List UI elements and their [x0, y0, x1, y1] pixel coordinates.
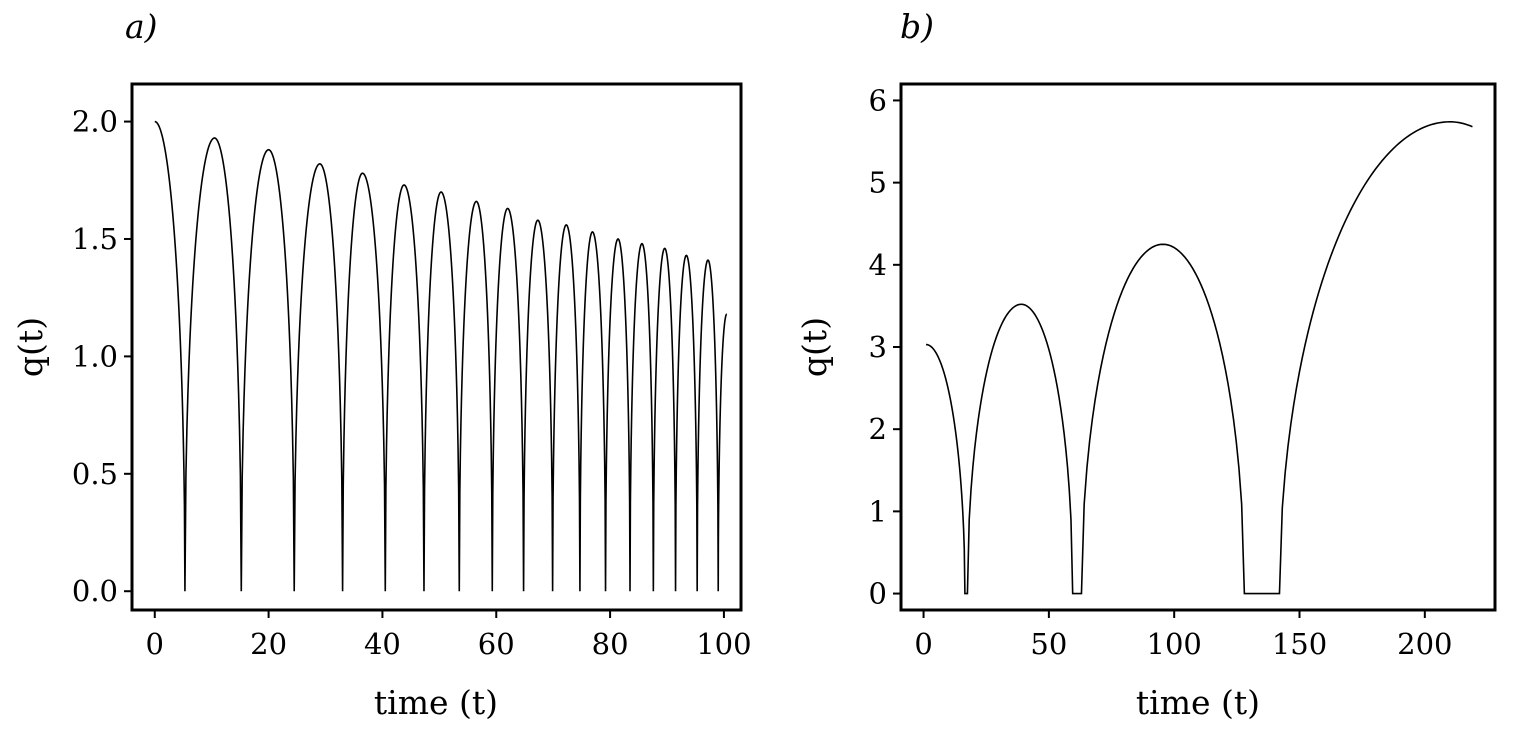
panel-b-x-tick-label: 50 [1030, 627, 1067, 661]
panel-a-y-tick-label: 1.0 [72, 339, 118, 373]
panel-b-label: b) [900, 7, 934, 46]
panel-a: a) 0 20 40 60 80 100 0.0 0.5 1.0 1.5 2.0 time (t)… [11, 7, 752, 722]
panel-a-y-axis: 0.0 0.5 1.0 1.5 2.0 [72, 105, 132, 608]
panel-a-series-line [154, 120, 728, 592]
panel-b-x-tick-label: 150 [1272, 627, 1327, 661]
panel-b-y-tick-label: 2 [869, 412, 887, 446]
panel-a-y-tick-label: 0.5 [72, 457, 118, 491]
panel-b-x-label: time (t) [1136, 683, 1260, 722]
panel-b-y-tick-label: 1 [869, 494, 887, 528]
panel-b-x-tick-label: 100 [1147, 627, 1202, 661]
panel-a-label: a) [125, 7, 158, 46]
panel-a-y-label: q(t) [11, 317, 50, 377]
panel-a-x-tick-label: 60 [478, 627, 515, 661]
panel-b-y-tick-label: 6 [869, 83, 887, 117]
panel-a-y-tick-label: 2.0 [72, 105, 118, 139]
panel-a-x-label: time (t) [374, 683, 498, 722]
panel-b-series-line [926, 121, 1473, 595]
panel-a-y-tick-label: 0.0 [72, 574, 118, 608]
panel-a-x-tick-label: 100 [696, 627, 751, 661]
panel-a-frame [130, 82, 743, 612]
panel-b-y-tick-label: 4 [869, 248, 887, 282]
panel-a-x-axis: 0 20 40 60 80 100 [146, 610, 752, 661]
panel-a-x-tick-label: 80 [592, 627, 629, 661]
panel-a-y-tick-label: 1.5 [72, 222, 118, 256]
panel-b-x-tick-label: 200 [1397, 627, 1452, 661]
panel-b-x-axis: 0 50 100 150 200 [914, 610, 1453, 661]
panel-b-x-tick-label: 0 [914, 627, 932, 661]
panel-b: b) 0 50 100 150 200 0 1 2 3 4 5 6 time (t) q(t) [795, 7, 1497, 722]
panel-b-y-tick-label: 3 [869, 330, 887, 364]
panel-a-x-tick-label: 40 [364, 627, 401, 661]
panel-b-y-axis: 0 1 2 3 4 5 6 [869, 83, 901, 611]
panel-b-y-tick-label: 5 [869, 166, 887, 200]
panel-a-x-tick-label: 0 [146, 627, 164, 661]
panel-b-frame [899, 82, 1497, 612]
panel-b-y-tick-label: 0 [869, 577, 887, 611]
panel-a-x-tick-label: 20 [250, 627, 287, 661]
panel-b-y-label: q(t) [795, 317, 834, 377]
